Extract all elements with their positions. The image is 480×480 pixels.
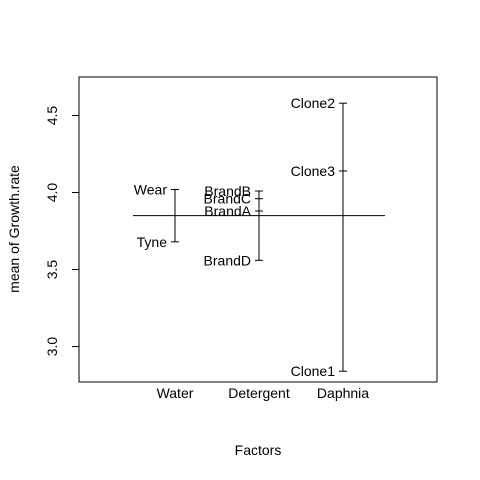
x-axis-label: Factors (235, 442, 282, 458)
level-label: Tyne (137, 234, 168, 250)
level-label: Clone2 (291, 95, 336, 111)
y-axis-label: mean of Growth.rate (6, 165, 22, 293)
y-tick-label: 4.5 (44, 106, 60, 126)
y-tick-label: 4.0 (44, 183, 60, 203)
plot-frame (79, 77, 437, 382)
x-tick-label: Daphnia (317, 385, 369, 401)
y-tick-label: 3.5 (44, 260, 60, 280)
level-label: BrandA (204, 203, 251, 219)
level-label: Clone1 (291, 363, 336, 379)
level-label: BrandD (204, 252, 251, 268)
y-tick-label: 3.0 (44, 337, 60, 357)
x-tick-label: Water (157, 385, 194, 401)
x-tick-label: Detergent (228, 385, 290, 401)
x-axis: Water Detergent Daphnia (157, 385, 370, 401)
y-axis: 3.0 3.5 4.0 4.5 (44, 106, 79, 357)
plot-marks: WearTyneBrandBBrandCBrandABrandDClone2Cl… (133, 95, 385, 379)
level-label: Wear (134, 181, 168, 197)
level-label: Clone3 (291, 163, 336, 179)
